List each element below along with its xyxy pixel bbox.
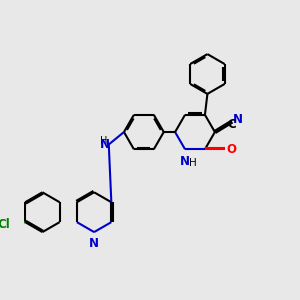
Text: H: H: [189, 158, 197, 168]
Text: Cl: Cl: [0, 218, 10, 231]
Text: N: N: [89, 237, 99, 250]
Text: C: C: [227, 118, 236, 131]
Text: H: H: [100, 136, 107, 146]
Text: N: N: [100, 138, 110, 151]
Text: N: N: [180, 155, 190, 168]
Text: O: O: [226, 143, 236, 156]
Text: N: N: [233, 113, 243, 126]
